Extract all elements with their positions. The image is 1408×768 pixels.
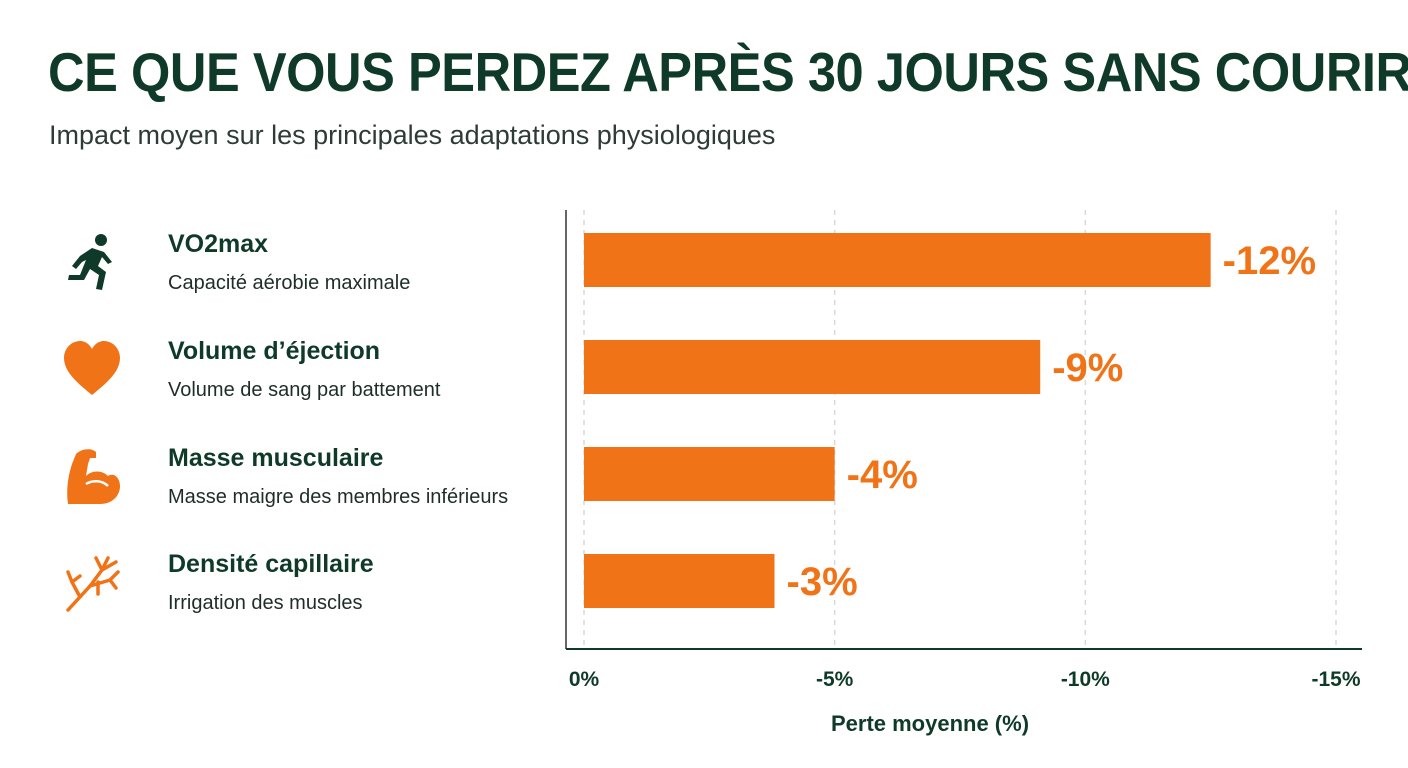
row-label-stroke-volume: Volume d’éjection Volume de sang par bat…: [0, 337, 560, 427]
row-description: Capacité aérobie maximale: [168, 272, 411, 294]
row-name: Masse musculaire: [168, 444, 384, 472]
bar: [584, 233, 1211, 287]
flexed-arm-icon: [67, 449, 120, 504]
page-title: CE QUE VOUS PERDEZ APRÈS 30 JOURS SANS C…: [48, 41, 1408, 103]
x-tick-label: 0%: [569, 668, 600, 691]
bar: [584, 447, 835, 501]
data-label: -3%: [787, 560, 858, 604]
row-name: Densité capillaire: [168, 550, 374, 578]
bar: [584, 340, 1041, 394]
row-description: Volume de sang par battement: [168, 379, 441, 401]
row-description: Masse maigre des membres inférieurs: [168, 486, 509, 508]
data-label: -4%: [847, 453, 918, 497]
capillary-branch-icon: [66, 556, 120, 612]
data-label: -9%: [1052, 346, 1123, 390]
x-tick-label: -10%: [1061, 668, 1110, 691]
x-axis-title: Perte moyenne (%): [831, 711, 1029, 736]
row-label-capillary-density: Densité capillaire Irrigation des muscle…: [0, 550, 560, 640]
row-description: Irrigation des muscles: [168, 592, 363, 614]
data-label: -12%: [1223, 239, 1316, 283]
row-label-muscle-mass: Masse musculaire Masse maigre des membre…: [0, 444, 560, 534]
row-name: Volume d’éjection: [168, 337, 381, 365]
row-label-vo2max: VO2max Capacité aérobie maximale: [0, 230, 560, 320]
x-tick-label: -15%: [1311, 668, 1360, 691]
x-tick-label: -5%: [816, 668, 854, 691]
page-subtitle: Impact moyen sur les principales adaptat…: [49, 120, 776, 150]
runner-icon: [68, 234, 112, 290]
bar: [584, 554, 775, 608]
row-name: VO2max: [168, 230, 269, 258]
heart-icon: [64, 341, 120, 395]
